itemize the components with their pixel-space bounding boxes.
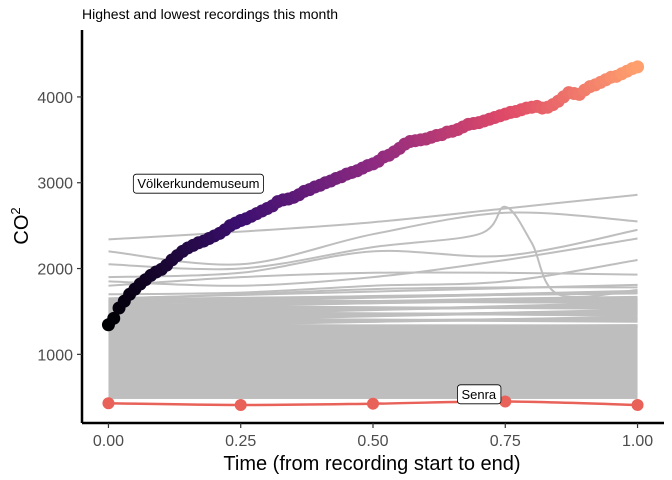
x-tick-label: 0.25 [225, 433, 256, 450]
y-tick-label: 3000 [37, 176, 73, 193]
y-axis-title: CO2 [8, 207, 33, 244]
lowest-series [102, 395, 644, 411]
chart-title: Highest and lowest recordings this month [82, 6, 338, 22]
background-line [108, 298, 638, 308]
background-line [108, 313, 638, 317]
x-tick-label: 0.75 [490, 433, 521, 450]
other-series-line [108, 211, 638, 266]
background-line [108, 305, 638, 314]
annotation-text: Senra [461, 387, 496, 402]
y-axis-title-superscript: 2 [8, 207, 23, 214]
background-line [108, 327, 638, 335]
annotation-text: Völkerkundemuseum [137, 176, 259, 191]
other-series-lines [108, 193, 638, 309]
lowest-series-point [631, 398, 644, 411]
lowest-series-point [102, 397, 115, 410]
x-axis-title: Time (from recording start to end) [223, 453, 520, 475]
other-series-line [108, 271, 638, 287]
other-series-line [108, 193, 638, 241]
other-series-line [108, 295, 638, 309]
annotation-box [132, 173, 264, 194]
lowest-series-point [234, 398, 247, 411]
highest-series [101, 60, 645, 332]
annotation-label: Völkerkundemuseum [132, 173, 264, 194]
annotation-box [457, 384, 502, 405]
other-series-line [108, 259, 638, 296]
background-line [108, 317, 638, 327]
other-series-line [108, 228, 638, 279]
x-tick-label: 1.00 [622, 433, 653, 450]
y-tick-label: 1000 [37, 347, 73, 364]
y-tick-label: 2000 [37, 262, 73, 279]
series-band-fill [108, 324, 638, 399]
x-tick-label: 0.00 [93, 433, 124, 450]
y-tick-label: 4000 [37, 90, 73, 107]
lowest-series-point [499, 395, 512, 408]
other-series-line [108, 205, 638, 298]
other-series-line [108, 291, 638, 304]
axes: 0.00 0.25 0.50 0.75 1.00 1000 2000 3000 4000 [37, 30, 664, 450]
annotations: Völkerkundemuseum Senra [132, 173, 502, 405]
annotation-label: Senra [457, 384, 502, 405]
other-series-line [108, 237, 638, 287]
highest-series-point [631, 60, 645, 74]
lowest-series-point [367, 397, 379, 410]
background-line [108, 325, 638, 330]
y-axis-title-main: CO [11, 215, 33, 245]
x-tick-label: 0.50 [357, 433, 388, 450]
other-series-line [108, 286, 638, 300]
highest-series-point [107, 311, 121, 325]
background-line [108, 317, 638, 323]
